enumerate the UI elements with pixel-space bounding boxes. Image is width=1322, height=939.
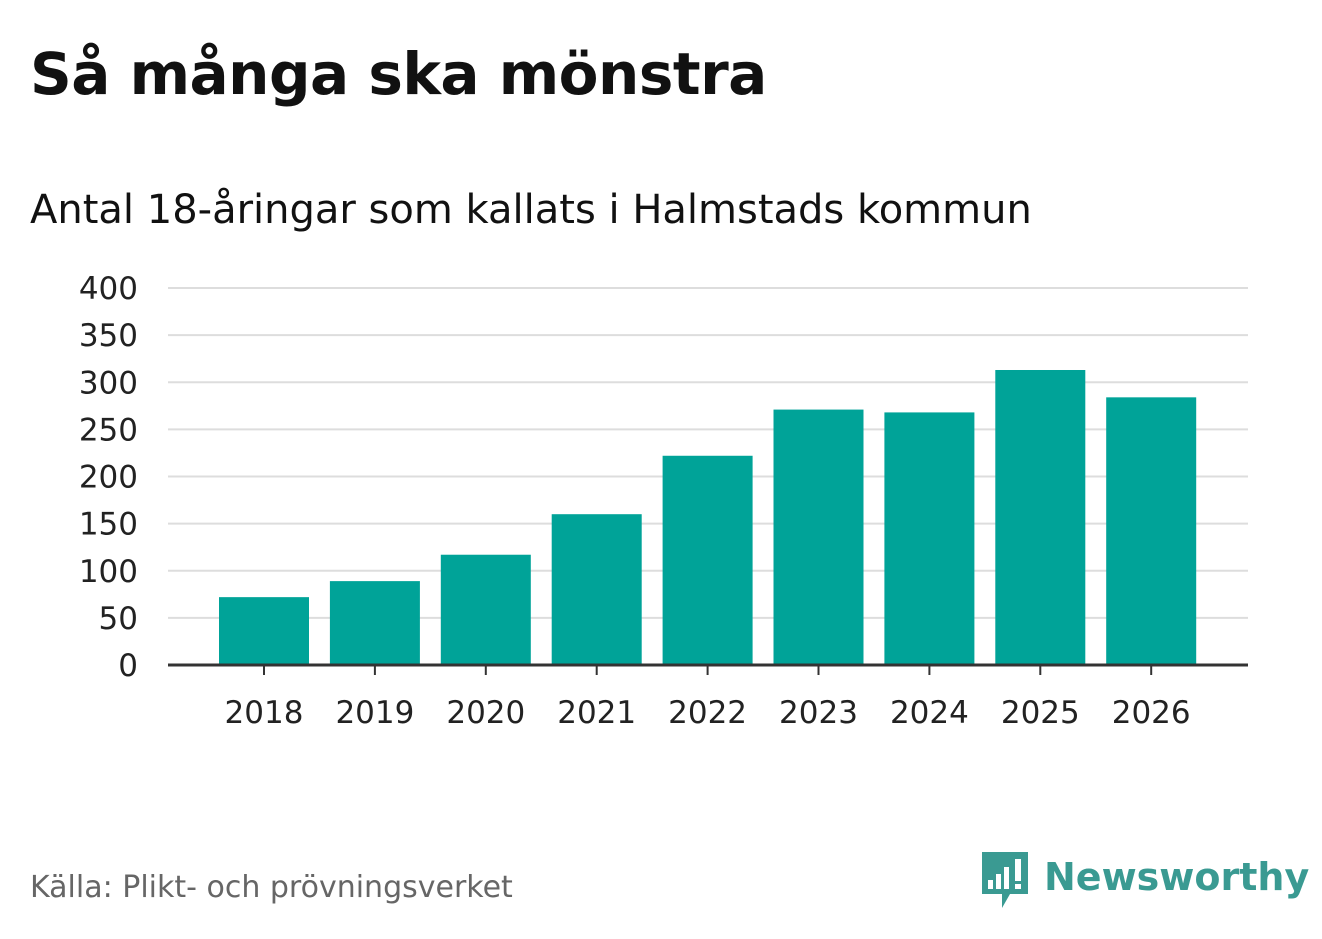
bar-2018 [219,597,309,665]
y-tick-label: 50 [99,601,138,637]
bar-2023 [774,410,864,665]
x-tick-label: 2021 [557,695,636,731]
x-tick-label: 2026 [1112,695,1191,731]
bars [219,370,1196,665]
source-note: Källa: Plikt- och prövningsverket [30,868,513,908]
x-tick-label: 2025 [1001,695,1080,731]
bar-2024 [884,412,974,665]
brand-logo: Newsworthy [980,850,1309,910]
x-tick-label: 2019 [335,695,414,731]
x-tick-label: 2022 [668,695,747,731]
bar-chart: 0 50 100 150 200 250 300 350 400 2018 2019 2020 202… [0,0,1322,939]
y-tick-label: 0 [118,648,138,684]
bar-2020 [441,555,531,665]
y-tick-label: 400 [79,271,138,307]
x-tick-label: 2023 [779,695,858,731]
bar-2022 [663,456,753,665]
y-tick-label: 350 [79,318,138,354]
x-axis-labels: 2018 2019 2020 2021 2022 2023 2024 2025 2026 [225,695,1191,731]
brand-name: Newsworthy [1044,853,1309,901]
y-tick-label: 300 [79,365,138,401]
bar-2021 [552,514,642,665]
newsworthy-logo-icon [980,850,1030,910]
bar-2026 [1106,397,1196,665]
y-tick-label: 250 [79,412,138,448]
y-tick-label: 200 [79,460,138,496]
y-tick-label: 150 [79,507,138,543]
x-tick-label: 2024 [890,695,969,731]
y-axis-labels: 0 50 100 150 200 250 300 350 400 [79,271,138,684]
bar-2025 [995,370,1085,665]
x-tick-label: 2018 [225,695,304,731]
bar-2019 [330,581,420,665]
y-tick-label: 100 [79,554,138,590]
x-tick-label: 2020 [446,695,525,731]
